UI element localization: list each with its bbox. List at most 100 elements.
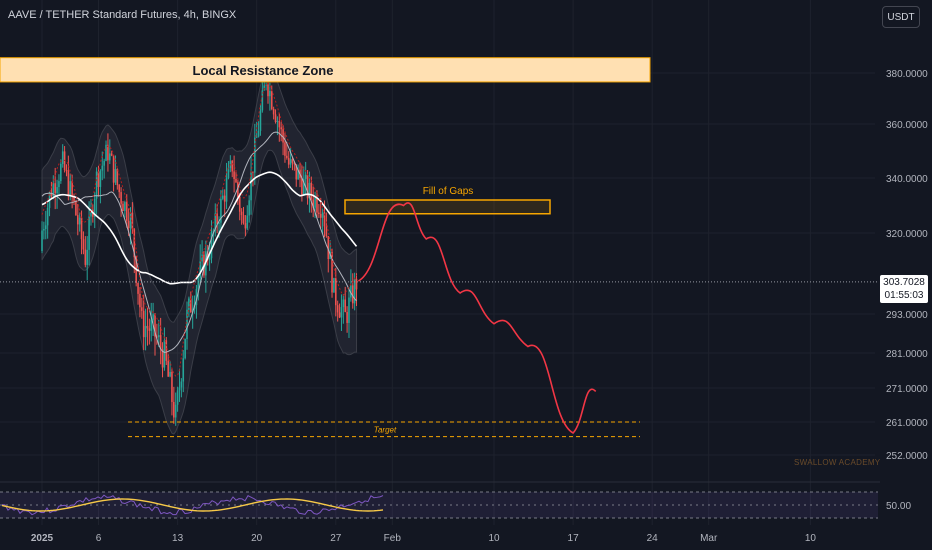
candle [58,181,60,188]
candle [156,336,158,338]
price-tick-label: 380.0000 [886,69,928,80]
candle [201,254,203,262]
candle [291,159,294,163]
candle [212,230,215,232]
candle [110,153,113,156]
price-tick-label: 261.0000 [886,418,928,429]
candle [316,197,318,213]
candle [152,314,154,320]
candle [222,195,224,199]
candle [206,251,209,260]
resistance-zone-label: Local Resistance Zone [193,63,334,78]
candle [223,195,226,202]
candle [107,144,109,161]
candle [238,196,241,212]
candle [261,90,264,111]
candle [344,299,347,313]
price-tick-label: 360.0000 [886,120,928,131]
candle [306,174,309,199]
candle [336,305,339,313]
moving-averages [0,82,878,377]
candle [287,157,290,165]
currency-button[interactable]: USDT [882,6,920,28]
candle [214,213,217,231]
candle [146,325,149,329]
current-price-tag: 303.7028 01:55:03 [880,275,928,303]
candle [218,222,220,224]
candle [308,182,311,199]
candle [97,171,100,187]
candle [227,168,230,178]
candle [173,401,175,418]
candle [82,239,85,250]
candle [103,160,105,166]
candle [131,212,134,230]
candle [310,182,313,200]
price-tick-label: 271.0000 [886,384,928,395]
candle [86,249,88,265]
candle [120,192,122,204]
candle [189,298,192,313]
oscillator-level-label: 50.00 [886,501,911,512]
candle [199,261,201,279]
candle [139,293,141,308]
gap-zone-label: Fill of Gaps [423,186,474,197]
candle [342,299,345,308]
candle [351,285,354,304]
candle [141,307,143,311]
candle [293,162,296,165]
candle [163,340,166,368]
candle [84,249,87,265]
candle [154,314,156,337]
candle [167,360,169,377]
candle [321,212,324,218]
candle [327,236,330,259]
gap-zone [344,199,551,215]
price-axis: 380.0000 360.0000 340.0000 320.0000 293.0000… [886,69,928,512]
candle [129,212,132,229]
zones: Local Resistance Zone Fill of Gaps Target [0,57,651,438]
candle [142,310,145,338]
candle [52,183,55,197]
candle [95,171,98,199]
candle [178,387,181,391]
watermark: SWALLOW ACADEMY [794,458,881,467]
candle [114,169,117,183]
price-tick-label: 340.0000 [886,174,928,185]
candle [282,129,284,143]
candle [90,209,92,217]
candle [278,121,281,128]
candle [348,297,350,323]
candle [244,223,247,229]
candle [169,371,171,377]
candle [220,198,222,223]
candle [269,90,271,97]
time-tick-label: 27 [330,533,342,544]
candle [54,183,56,194]
oscillator-pane [0,481,880,519]
ma-fast [41,131,357,353]
time-tick-label: 6 [96,533,102,544]
time-tick-label: 17 [568,533,580,544]
current-price: 303.7028 [883,277,925,288]
candle [122,203,124,211]
candle [333,278,335,293]
candle [208,258,211,260]
candle [182,358,185,382]
target-label: Target [374,425,397,434]
candle [252,171,254,173]
candle [331,251,333,293]
candle [188,298,190,310]
time-axis: 2025 6 13 20 27 Feb 10 17 24 Mar 10 [31,533,817,544]
candle [195,289,198,306]
candle [248,200,250,216]
candle [254,137,256,173]
price-tick-label: 320.0000 [886,229,928,240]
candle [44,225,47,230]
candle [325,226,328,237]
price-tick-label: 281.0000 [886,349,928,360]
candle [78,217,81,225]
candle [88,216,90,250]
